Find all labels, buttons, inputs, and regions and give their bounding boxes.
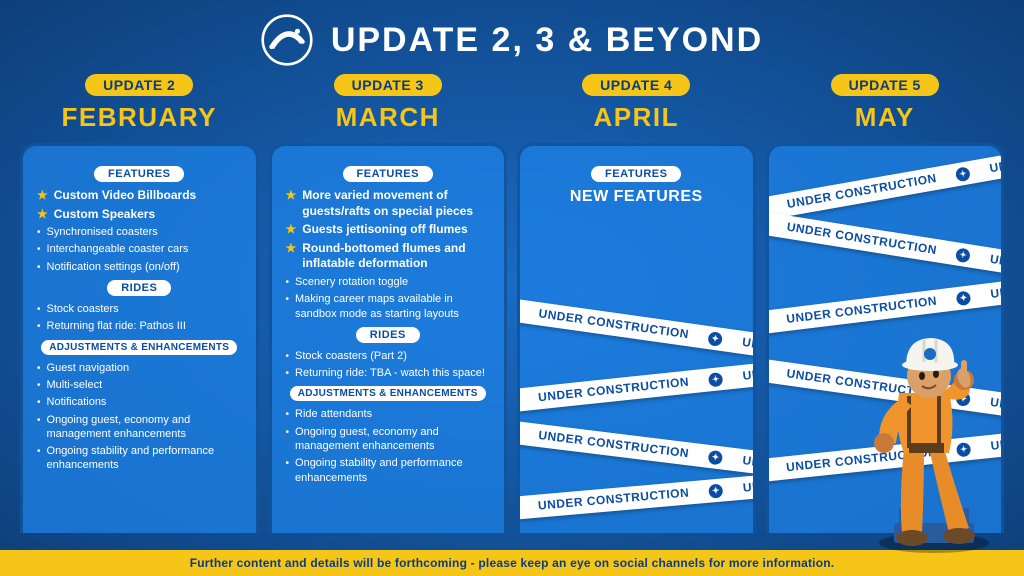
bullet-list: •Stock coasters •Returning flat ride: Pat…: [33, 302, 246, 334]
star-icon: ★: [37, 188, 48, 204]
month-label: MARCH: [336, 102, 440, 133]
starred-item: ★Guests jettisoning off flumes: [286, 222, 491, 238]
construction-tape-area: UNDER CONSTRUCTIONUNDER CONSTRUCTIONUNDE…: [520, 146, 753, 533]
bullet-icon: •: [286, 408, 290, 421]
construction-tape: UNDER CONSTRUCTIONUNDER CONSTRUCTIONUNDE…: [520, 340, 753, 436]
section-header: FEATURES: [94, 166, 184, 182]
bullet-item: •Scenery rotation toggle: [286, 275, 491, 289]
bullet-icon: •: [286, 367, 290, 380]
bullet-icon: •: [286, 457, 290, 470]
card: FEATURES ★More varied movement of guests/…: [269, 143, 508, 533]
bullet-icon: •: [286, 293, 290, 306]
bullet-icon: •: [37, 226, 41, 239]
bullet-icon: •: [37, 261, 41, 274]
bullet-icon: •: [37, 303, 41, 316]
star-icon: ★: [286, 222, 297, 238]
bullet-icon: •: [286, 276, 290, 289]
wrench-icon: [955, 166, 971, 182]
bullet-item: •Ongoing guest, economy and management e…: [286, 425, 491, 454]
star-icon: ★: [37, 207, 48, 223]
header: UPDATE 2, 3 & BEYOND: [0, 0, 1024, 74]
card: FEATURES★Custom Video Billboards★Custom …: [20, 143, 259, 533]
wrench-icon: [708, 483, 723, 498]
bullet-list: •Synchronised coasters •Interchangeable c…: [33, 225, 246, 274]
bullet-list: •Ride attendants •Ongoing guest, economy …: [282, 407, 495, 484]
bullet-item: •Synchronised coasters: [37, 225, 242, 239]
bullet-icon: •: [37, 243, 41, 256]
section-header: FEATURES: [343, 166, 433, 182]
bullet-item: •Stock coasters (Part 2): [286, 349, 491, 363]
starred-list: ★More varied movement of guests/rafts on…: [282, 188, 495, 272]
bullet-icon: •: [37, 320, 41, 333]
starred-item: ★More varied movement of guests/rafts on…: [286, 188, 491, 219]
column: UPDATE 2 FEBRUARY FEATURES ★Custom Video Bi…: [20, 74, 259, 533]
wrench-icon: [708, 372, 723, 387]
bullet-item: •Returning ride: TBA - watch this space!: [286, 366, 491, 380]
update-pill: UPDATE 5: [831, 74, 939, 96]
bullet-item: •Ongoing guest, economy and management e…: [37, 413, 242, 442]
wrench-icon: [707, 450, 723, 466]
bullet-item: •Guest navigation: [37, 361, 242, 375]
bullet-item: •Ongoing stability and performance enhan…: [286, 456, 491, 485]
bullet-item: •Ongoing stability and performance enhan…: [37, 444, 242, 473]
month-label: MAY: [855, 102, 915, 133]
bullet-icon: •: [37, 445, 41, 458]
column: UPDATE 3 MARCH FEATURES ★More varied moveme…: [269, 74, 508, 533]
column: UPDATE 4 APRIL FEATURESNEW FEATURESUNDER C…: [517, 74, 756, 533]
bullet-item: •Ride attendants: [286, 407, 491, 421]
bullet-icon: •: [37, 379, 41, 392]
page-title: UPDATE 2, 3 & BEYOND: [331, 21, 763, 60]
starred-list: ★Custom Video Billboards ★Custom Speakers: [33, 188, 246, 222]
bullet-list: •Guest navigation •Multi-select •Notificat…: [33, 361, 246, 473]
wrench-icon: [707, 331, 723, 347]
bullet-list: •Stock coasters (Part 2) •Returning ride:…: [282, 349, 495, 381]
month-label: APRIL: [594, 102, 680, 133]
starred-item: ★Custom Video Billboards: [37, 188, 242, 204]
starred-item: ★Round-bottomed flumes and inflatable de…: [286, 241, 491, 272]
bullet-item: •Making career maps available in sandbox…: [286, 292, 491, 321]
section-header: ADJUSTMENTS & ENHANCEMENTS: [41, 340, 237, 355]
bullet-icon: •: [286, 350, 290, 363]
month-label: FEBRUARY: [62, 102, 217, 133]
bullet-item: •Returning flat ride: Pathos III: [37, 319, 242, 333]
section-header: ADJUSTMENTS & ENHANCEMENTS: [290, 386, 486, 401]
section-header: RIDES: [107, 280, 171, 296]
logo-icon: [261, 14, 313, 66]
update-pill: UPDATE 4: [582, 74, 690, 96]
card: FEATURESNEW FEATURESUNDER CONSTRUCTIONUN…: [517, 143, 756, 533]
bullet-item: •Notifications: [37, 395, 242, 409]
wrench-icon: [955, 247, 971, 263]
builder-character: [824, 298, 1004, 558]
bullet-icon: •: [37, 396, 41, 409]
bullet-icon: •: [37, 414, 41, 427]
section-header: RIDES: [356, 327, 420, 343]
bullet-list: •Scenery rotation toggle •Making career m…: [282, 275, 495, 321]
bullet-item: •Interchangeable coaster cars: [37, 242, 242, 256]
bullet-icon: •: [37, 362, 41, 375]
bullet-item: •Multi-select: [37, 378, 242, 392]
starred-item: ★Custom Speakers: [37, 207, 242, 223]
bullet-icon: •: [286, 426, 290, 439]
bullet-item: •Notification settings (on/off): [37, 260, 242, 274]
bullet-item: •Stock coasters: [37, 302, 242, 316]
update-pill: UPDATE 2: [85, 74, 193, 96]
update-pill: UPDATE 3: [334, 74, 442, 96]
star-icon: ★: [286, 241, 297, 257]
star-icon: ★: [286, 188, 297, 204]
